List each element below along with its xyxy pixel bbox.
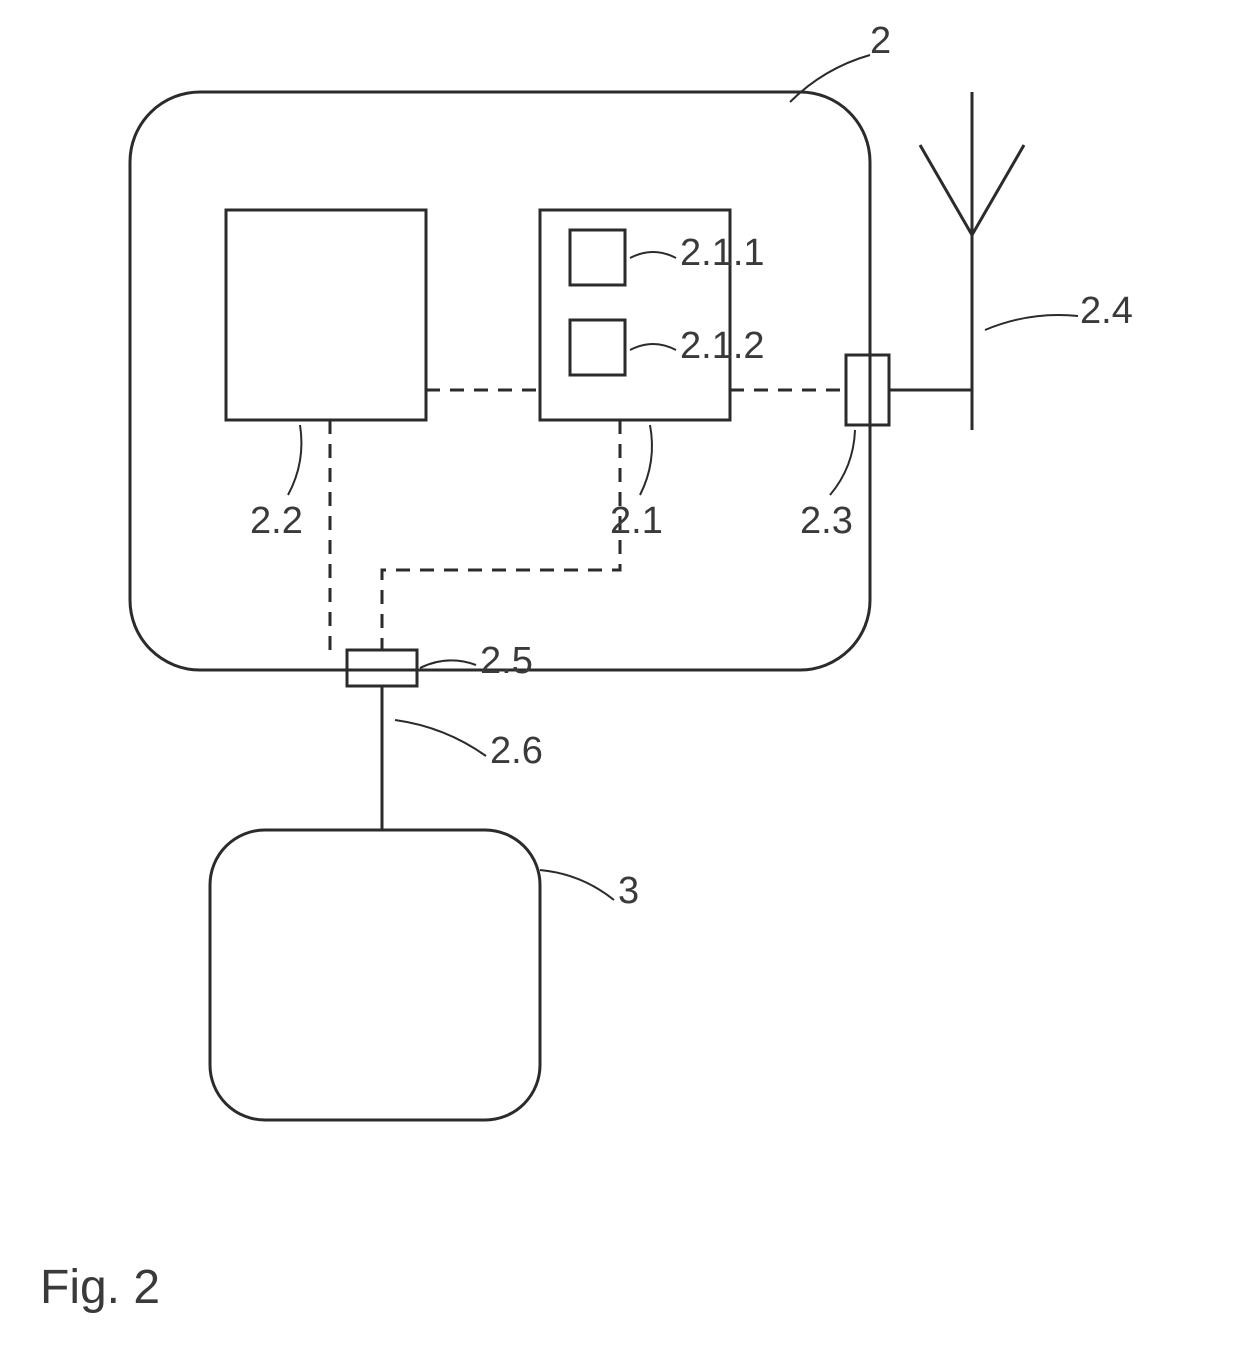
leader-3 [540,870,614,900]
label-3: 3 [618,870,639,913]
label-2.3: 2.3 [800,500,853,543]
diagram-canvas [0,0,1240,1362]
label-2.6: 2.6 [490,730,543,773]
leader-2.2 [288,425,301,495]
leader-2.1.2 [630,344,676,350]
edge-e_21_down_L [382,420,620,650]
block-3 [210,830,540,1120]
leader-2.1 [640,425,652,495]
block-2-1-1 [570,230,625,285]
main-block-2 [130,92,870,670]
leader-2.1.1 [630,252,676,258]
leader-2.3 [830,430,855,495]
label-2: 2 [870,20,891,63]
block-2-1-2 [570,320,625,375]
label-2.1.1: 2.1.1 [680,232,765,275]
label-2.5: 2.5 [480,640,533,683]
label-2.2: 2.2 [250,500,303,543]
figure-caption: Fig. 2 [40,1260,160,1315]
label-2.4: 2.4 [1080,290,1133,333]
block-2-5 [347,650,417,686]
leader-2.6 [395,720,486,756]
leader-2 [790,55,870,102]
block-2-3 [846,355,889,425]
leader-2.5 [420,660,476,668]
block-2-2 [226,210,426,420]
label-2.1.2: 2.1.2 [680,325,765,368]
leader-2.4 [985,315,1078,330]
label-2.1: 2.1 [610,500,663,543]
